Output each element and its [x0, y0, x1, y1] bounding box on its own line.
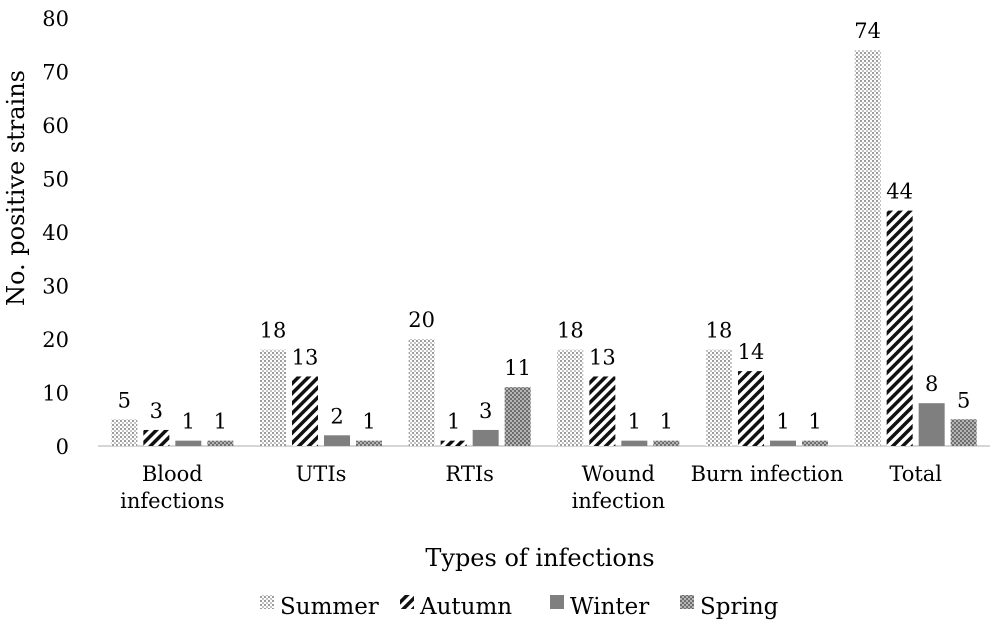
bar-autumn: [589, 376, 616, 446]
data-label: 5: [118, 388, 131, 412]
y-tick-label: 60: [42, 114, 69, 138]
bar-winter: [175, 440, 202, 446]
data-label: 1: [776, 410, 789, 434]
x-category-label: Total: [889, 462, 942, 486]
data-label: 8: [925, 372, 938, 396]
bar-autumn: [886, 210, 913, 446]
y-tick-label: 30: [42, 275, 69, 299]
bar-winter: [621, 440, 648, 446]
bar-spring: [504, 387, 531, 446]
data-label: 13: [292, 345, 319, 369]
data-label: 1: [447, 410, 460, 434]
bar-winter: [770, 440, 796, 446]
bar-summer: [111, 419, 138, 446]
bar-autumn: [292, 376, 318, 446]
x-category-label: infection: [572, 489, 666, 513]
legend-swatch-autumn: [400, 595, 414, 609]
data-label: 18: [557, 319, 584, 343]
data-label: 3: [479, 399, 492, 423]
data-label: 1: [628, 410, 641, 434]
x-category-label: UTIs: [296, 462, 347, 486]
data-label: 11: [504, 356, 531, 380]
data-label: 2: [330, 404, 343, 428]
bar-summer: [854, 50, 881, 446]
x-axis-title: Types of infections: [425, 544, 654, 572]
legend-label-spring: Spring: [700, 594, 779, 620]
x-category-label: RTIs: [445, 462, 494, 486]
x-category-label: Wound: [582, 462, 655, 486]
bar-winter: [324, 435, 350, 446]
data-label: 13: [589, 345, 616, 369]
bar-winter: [472, 429, 499, 446]
y-tick-label: 80: [42, 7, 69, 31]
data-label: 18: [706, 319, 733, 343]
data-label: 3: [150, 399, 163, 423]
data-label: 44: [886, 180, 913, 204]
legend-swatch-summer: [260, 595, 274, 609]
legend-label-autumn: Autumn: [419, 594, 512, 620]
legend-swatch-spring: [680, 595, 694, 609]
x-category-label: Blood: [142, 462, 203, 486]
data-label: 14: [738, 340, 765, 364]
y-tick-label: 40: [42, 221, 69, 245]
y-tick-label: 50: [42, 168, 69, 192]
data-label: 1: [660, 410, 673, 434]
bar-winter: [918, 403, 945, 446]
bar-summer: [260, 349, 286, 446]
data-label: 5: [957, 388, 970, 412]
bar-autumn: [738, 371, 764, 446]
bar-spring: [356, 440, 382, 446]
data-label: 1: [182, 410, 195, 434]
data-label: 1: [214, 410, 227, 434]
x-category-label: Burn infection: [691, 462, 844, 486]
data-label: 1: [808, 410, 821, 434]
data-label: 20: [408, 308, 435, 332]
bar-autumn: [440, 440, 467, 446]
data-label: 18: [260, 319, 287, 343]
bar-summer: [557, 349, 584, 446]
y-tick-label: 20: [42, 328, 69, 352]
bar-autumn: [143, 429, 170, 446]
bar-summer: [408, 339, 435, 446]
legend-label-winter: Winter: [570, 594, 649, 620]
y-axis-title: No. positive strains: [2, 70, 30, 306]
y-tick-label: 0: [56, 435, 69, 459]
data-label: 1: [362, 410, 375, 434]
y-tick-label: 10: [42, 382, 69, 406]
bar-spring: [207, 440, 234, 446]
bar-summer: [706, 349, 732, 446]
bar-spring: [653, 440, 680, 446]
legend-swatch-winter: [550, 595, 564, 609]
y-tick-label: 70: [42, 61, 69, 85]
bar-spring: [802, 440, 828, 446]
legend: Summer Autumn Winter Spring: [260, 594, 779, 620]
data-label: 74: [854, 19, 881, 43]
bar-spring: [950, 419, 977, 446]
x-category-label: infections: [120, 489, 224, 513]
legend-label-summer: Summer: [280, 594, 379, 620]
